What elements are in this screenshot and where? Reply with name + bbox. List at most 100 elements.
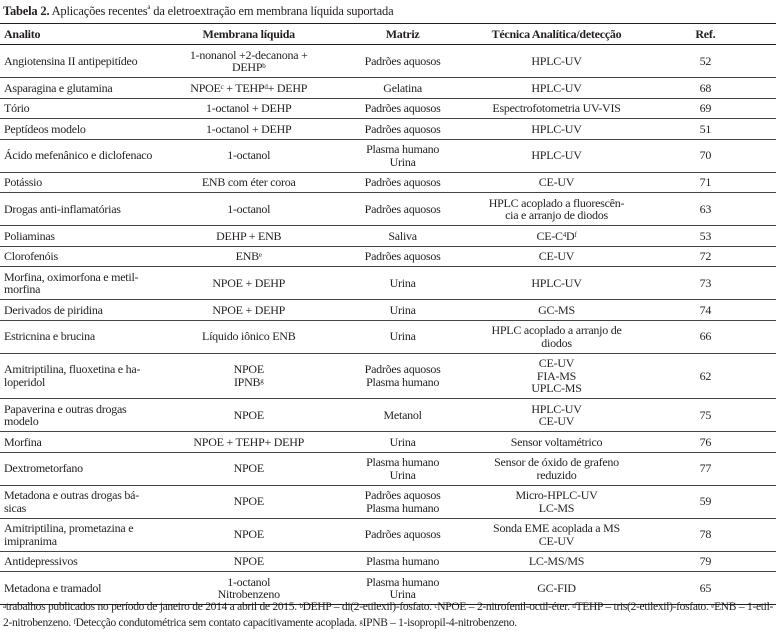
cell-text: Plasma humano [366,142,440,156]
cell-line: Morfina, oximorfona e metil- [4,270,171,284]
cell-analito: Ácido mefenânico e diclofenaco [0,139,171,172]
cell-text: Ácido mefenânico e diclofenaco [4,148,153,163]
cell-line: Urina [327,468,478,482]
cell-text: Tório [4,101,30,115]
cell-line: Poliaminas [4,228,171,243]
cell-text: Antidepressivos [4,554,78,568]
footnote-mark: f [73,618,76,626]
table-row: Asparagina e glutamina NPOEc + TEHPd+ DEH… [0,78,776,99]
cell-line: Peptídeos modelo [4,122,171,136]
cell-text: LC-MS [538,500,575,515]
table-row: Tório 1-octanol + DEHP Padrões aquosos Espe… [0,98,776,119]
cell-text: Sonda EME acoplada a MS [493,521,620,535]
cell-line: Padrões aquosos [327,121,478,136]
cell-ref: 71 [635,172,776,193]
cell-line: Papaverina e outras drogas [4,402,171,416]
footnote-text: trabalhos publicados no período de janei… [5,601,300,613]
cell-text: cia e arranjo de diodos [505,208,608,222]
cell-line: Urina [327,302,478,317]
cell-line: HPLC-UV [478,149,634,162]
cell-text: modelo [4,414,39,428]
caption-text: Aplicações recentes [49,4,148,18]
header-membrana: Membrana líquida [202,26,296,41]
cell-matriz: Padrões aquosos [327,172,478,193]
cell-line: 52 [635,55,776,68]
data-table: Analito Membrana líquida Matriz Técnica … [0,23,776,605]
cell-analito: Asparagina e glutamina [0,78,171,99]
cell-text: HPLC acoplado a arranjo de [491,323,622,337]
cell-line: Sensor de óxido de grafeno [478,456,634,469]
cell-line: Plasma humano [327,555,478,568]
footnote-mark: d [572,602,576,610]
table-row: Peptídeos modelo 1-octanol + DEHP Padrões … [0,119,776,139]
cell-ref: 63 [635,193,776,226]
cell-ref: 77 [635,452,776,485]
cell-text: Urina [389,302,416,317]
cell-line: Padrões aquosos [327,489,478,502]
cell-tecnica: HPLC-UV [478,139,634,172]
cell-ref: 66 [635,320,776,353]
cell-text: + TEHP [223,80,265,95]
cell-text: Metadona e outras drogas bá- [4,488,139,502]
cell-text: Padrões aquosos [364,121,441,136]
cell-text: Urina [389,587,416,601]
cell-text: FIA-MS [536,368,577,383]
cell-line: 51 [635,122,776,136]
cell-line: CE-UV [478,357,634,370]
cell-line: 73 [635,277,776,290]
cell-line: Antidepressivos [4,555,171,568]
cell-tecnica: HPLC-UV CE-UV [478,399,634,432]
cell-membrana: NPOE IPNBg [171,353,327,399]
cell-line: NPOE + TEHP+ DEHP [171,435,327,449]
cell-line: Urina [327,588,478,601]
cell-matriz: Saliva [327,226,478,247]
cell-text: CE-C [536,228,563,243]
cell-analito: Amitriptilina, prometazina e imipranima [0,518,171,551]
cell-text: NPOE [190,80,221,95]
cell-line: NPOE [171,409,327,422]
cell-text: 1-octanol [227,148,271,163]
cell-tecnica: CE-UV [478,172,634,193]
cell-line: Plasma humano [327,501,478,515]
cell-text: Urina [389,329,416,344]
cell-text: 72 [699,249,712,263]
cell-ref: 76 [635,432,776,453]
cell-line: 72 [635,250,776,263]
cell-line: 65 [635,582,776,595]
cell-line: LC-MS/MS [478,555,634,568]
cell-ref: 75 [635,399,776,432]
cell-text: Padrões aquosos [364,101,441,115]
cell-text: Plasma humano [366,455,440,469]
cell-line: Morfina [4,435,171,449]
cell-membrana: 1-octanol Nitrobenzeno [171,572,327,605]
cell-text: 59 [699,494,712,509]
cell-text: HPLC-UV [531,275,582,290]
table-row: Morfina, oximorfona e metil-morfina NPOE … [0,267,776,300]
cell-line: 75 [635,409,776,422]
cell-text: Saliva [388,228,417,243]
table-row: Derivados de piridina NPOE + DEHP Urina GC-… [0,300,776,321]
cell-line: NPOE [171,495,327,508]
cell-text: Poliaminas [4,228,55,243]
cell-text: Drogas anti-inflamatórias [4,201,121,216]
cell-text: Amitriptilina, fluoxetina e ha- [4,362,141,377]
cell-text: Padrões aquosos [364,362,441,377]
cell-text: 1-octanol + DEHP [206,121,292,136]
cell-tecnica: CE-C4Df [478,226,634,247]
cell-text: 66 [699,329,712,344]
cell-matriz: Plasma humano Urina [327,139,478,172]
cell-line: Amitriptilina, fluoxetina e ha- [4,363,171,376]
table-row: Angiotensina II antipepitídeo 1-nonanol +… [0,45,776,78]
cell-text: Urina [389,154,416,169]
cell-membrana: 1-nonanol +2-decanona + DEHPb [171,45,327,78]
cell-text: Plasma humano [366,554,440,568]
cell-tecnica: Sensor voltamétrico [478,432,634,453]
cell-text: NPOE [233,554,265,568]
cell-line: Amitriptilina, prometazina e [4,522,171,535]
cell-ref: 78 [635,518,776,551]
cell-tecnica: Sensor de óxido de grafeno reduzido [478,452,634,485]
cell-tecnica: LC-MS/MS [478,551,634,572]
cell-ref: 53 [635,226,776,247]
cell-text: HPLC acoplado a fluorescên- [488,195,625,210]
cell-matriz: Urina [327,300,478,321]
